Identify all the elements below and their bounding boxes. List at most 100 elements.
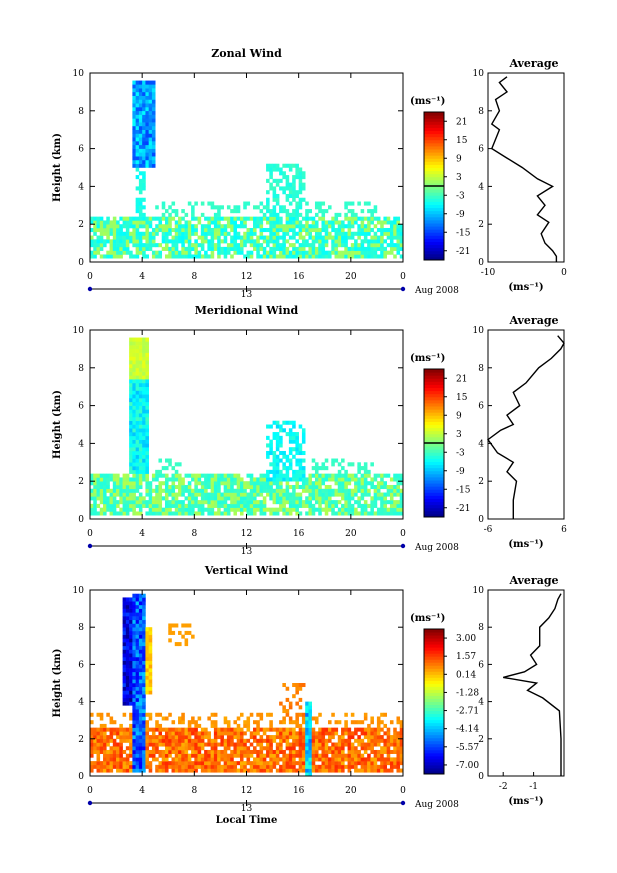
heatmap-cell [90, 746, 94, 751]
heatmap-cell [148, 144, 153, 149]
heatmap-cell [135, 668, 140, 673]
colorbar-label: -15 [456, 485, 471, 495]
heatmap-cell [187, 231, 192, 236]
heatmap-cell [376, 716, 381, 721]
heatmap-cell [116, 735, 120, 740]
heatmap-cell [223, 254, 228, 259]
x-tick-label: 0 [87, 786, 93, 796]
heatmap-cell [357, 201, 361, 206]
heatmap-cell [305, 216, 309, 221]
heatmap-cell [292, 473, 296, 478]
heatmap-cell [148, 488, 153, 493]
heatmap-cell [204, 231, 208, 236]
heatmap-cell [138, 197, 143, 202]
heatmap-cell [145, 488, 149, 493]
heatmap-cell [197, 235, 202, 240]
heatmap-cell [142, 634, 146, 639]
heatmap-cell [135, 473, 140, 478]
heatmap-cell [200, 753, 205, 758]
heatmap-cell [266, 235, 270, 240]
heatmap-cell [275, 254, 280, 259]
heatmap-cell [230, 243, 234, 248]
heatmap-cell [129, 764, 133, 769]
heatmap-cell [145, 753, 149, 758]
heatmap-cell [393, 757, 397, 762]
heatmap-cell [236, 738, 241, 743]
heatmap-cell [184, 623, 189, 628]
heatmap-cell [279, 727, 283, 732]
heatmap-cell [122, 477, 127, 482]
heatmap-cell [373, 749, 378, 754]
heatmap-cell [122, 701, 127, 706]
colorbar-swatch [424, 436, 444, 441]
heatmap-cell [204, 484, 208, 490]
colorbar-swatch [424, 424, 444, 429]
heatmap-cell [194, 746, 198, 751]
heatmap-cell [314, 735, 319, 740]
heatmap-cell [181, 511, 185, 516]
heatmap-cell [311, 216, 316, 221]
heatmap-cell [132, 466, 136, 471]
colorbar-swatch [424, 387, 444, 392]
heatmap-cell [174, 473, 179, 478]
heatmap-cell [142, 597, 146, 602]
heatmap-cell [138, 337, 143, 342]
heatmap-cell [249, 227, 254, 233]
heatmap-cell [233, 742, 238, 747]
heatmap-cell [135, 630, 140, 635]
heatmap-cell [269, 753, 273, 758]
heatmap-cell [292, 178, 296, 183]
heatmap-cell [275, 420, 280, 425]
heatmap-cell [337, 224, 342, 229]
heatmap-cell [239, 735, 244, 740]
heatmap-cell [301, 757, 306, 762]
heatmap-cell [360, 492, 365, 497]
heatmap-cell [282, 250, 286, 255]
heatmap-cell [295, 749, 299, 754]
colorbar-label: 3 [456, 173, 462, 183]
heatmap-cell [331, 243, 335, 248]
heatmap-cell [249, 488, 254, 493]
heatmap-cell [288, 701, 293, 706]
heatmap-cell [135, 209, 140, 214]
heatmap-cell [344, 720, 348, 725]
heatmap-cell [155, 764, 159, 769]
heatmap-cell [311, 746, 316, 751]
heatmap-cell [275, 167, 280, 172]
heatmap-cell [341, 254, 345, 259]
heatmap-cell [96, 503, 101, 508]
heatmap-cell [197, 220, 202, 225]
heatmap-cell [262, 500, 267, 505]
heatmap-cell [354, 254, 358, 259]
heatmap-cell [135, 649, 140, 654]
heatmap-cell [239, 511, 244, 516]
colorbar-swatch [424, 677, 444, 681]
heatmap-cell [259, 477, 264, 482]
heatmap-cell [164, 757, 169, 762]
heatmap-cell [129, 250, 133, 255]
heatmap-cell [161, 466, 166, 471]
heatmap-cell [288, 496, 293, 501]
heatmap-cell [142, 503, 146, 508]
heatmap-cell [272, 492, 277, 497]
heatmap-cell [145, 110, 149, 115]
heatmap-cell [279, 701, 283, 706]
heatmap-cell [295, 212, 299, 217]
heatmap-cell [106, 507, 110, 512]
heatmap-cell [204, 239, 208, 244]
heatmap-cell [347, 481, 352, 486]
heatmap-cell [161, 507, 166, 512]
average-y-tick-label: 2 [478, 735, 484, 745]
heatmap-cell [135, 593, 140, 598]
heatmap-cell [129, 401, 133, 406]
heatmap-cell [138, 398, 143, 403]
heatmap-cell [174, 212, 179, 217]
y-tick-label: 8 [78, 623, 84, 633]
heatmap-cell [272, 167, 277, 172]
heatmap-cell [275, 224, 280, 229]
heatmap-cell [213, 243, 218, 248]
average-x-tick-label: -2 [499, 782, 508, 792]
heatmap-cell [138, 630, 143, 635]
heatmap-cell [314, 757, 319, 762]
heatmap-cell [308, 209, 313, 214]
